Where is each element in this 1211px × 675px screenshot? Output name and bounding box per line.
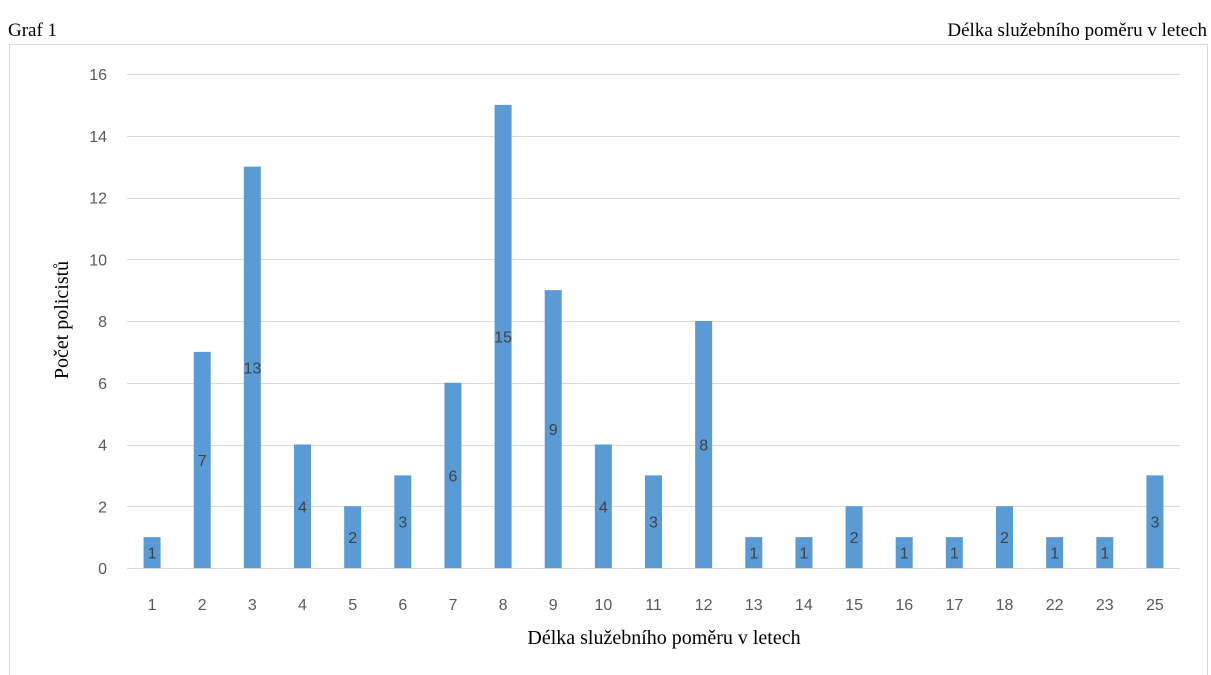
data-label-10: 4	[599, 499, 608, 516]
y-axis-title: Počet policistů	[51, 261, 73, 379]
x-tick-label: 3	[248, 597, 257, 614]
bar-16	[895, 537, 913, 568]
bar-3	[243, 166, 261, 568]
data-label-2: 7	[198, 453, 207, 470]
figure-caption-left: Graf 1	[8, 20, 58, 41]
y-tick-labels: 0 2 4 6 8 10 12 14 16	[89, 67, 107, 578]
x-tick-label: 14	[795, 597, 813, 614]
bar-9	[544, 290, 562, 568]
bar-13	[745, 537, 763, 568]
bar-14	[795, 537, 813, 568]
data-label-5: 2	[348, 530, 357, 547]
y-tick-label: 14	[89, 129, 107, 146]
data-label-18: 2	[1000, 530, 1009, 547]
data-label-16: 1	[900, 546, 909, 563]
x-tick-label: 6	[398, 597, 407, 614]
x-tick-label: 16	[895, 597, 913, 614]
y-tick-label: 16	[89, 67, 107, 84]
bar-18	[996, 506, 1013, 568]
x-tick-label: 22	[1046, 597, 1064, 614]
data-label-13: 1	[749, 546, 758, 563]
data-label-9: 9	[549, 422, 558, 439]
data-label-22: 1	[1050, 546, 1059, 563]
x-tick-labels: 1 2 3 4 5 6 7 8 9 10 11 12 13 14 15 16 17 18 22 23 25	[148, 597, 1164, 614]
x-tick-label: 10	[594, 597, 612, 614]
figure-caption-right: Délka služebního poměru v letech	[947, 20, 1207, 41]
y-tick-label: 6	[98, 376, 107, 393]
data-label-12: 8	[699, 438, 708, 455]
bar-12	[695, 321, 713, 568]
x-tick-label: 8	[499, 597, 508, 614]
data-label-8: 15	[494, 329, 512, 346]
bar-8	[494, 104, 512, 568]
data-label-3: 13	[243, 360, 261, 377]
y-tick-label: 10	[89, 252, 107, 269]
bar-17	[945, 537, 963, 568]
data-label-4: 4	[298, 499, 307, 516]
data-label-25: 3	[1150, 515, 1159, 532]
x-tick-label: 2	[198, 597, 207, 614]
x-tick-label: 18	[996, 597, 1014, 614]
x-tick-label: 12	[695, 597, 713, 614]
bar-10	[594, 444, 612, 568]
y-tick-label: 12	[89, 191, 107, 208]
data-label-11: 3	[649, 515, 658, 532]
x-tick-label: 7	[448, 597, 457, 614]
x-tick-label: 4	[298, 597, 307, 614]
x-axis-title: Délka služebního poměru v letech	[527, 627, 800, 649]
x-tick-label: 15	[845, 597, 863, 614]
x-tick-label: 11	[645, 597, 662, 614]
x-tick-label: 17	[945, 597, 963, 614]
y-tick-label: 2	[98, 499, 107, 516]
bar-23	[1096, 537, 1114, 568]
bar-1	[143, 537, 161, 568]
x-tick-label: 13	[745, 597, 763, 614]
x-tick-label: 9	[549, 597, 558, 614]
bar-6	[394, 475, 412, 568]
bar-2	[193, 351, 211, 568]
bar-4	[294, 444, 311, 568]
data-label-17: 1	[950, 546, 959, 563]
data-label-23: 1	[1100, 546, 1109, 563]
bar-25	[1146, 475, 1164, 568]
data-label-15: 2	[850, 530, 859, 547]
bar-15	[845, 506, 863, 568]
x-tick-label: 25	[1146, 597, 1164, 614]
bars-layer	[143, 104, 1164, 568]
bar-22	[1046, 537, 1064, 568]
bar-5	[344, 506, 362, 568]
chart-frame	[9, 44, 1208, 675]
x-tick-label: 5	[348, 597, 357, 614]
data-label-7: 6	[448, 468, 457, 485]
y-tick-label: 4	[98, 438, 107, 455]
x-tick-label: 23	[1096, 597, 1114, 614]
x-tick-label: 1	[148, 597, 157, 614]
data-label-1: 1	[148, 546, 157, 563]
bar-7	[444, 382, 462, 568]
bar-11	[645, 475, 662, 568]
y-tick-label: 0	[98, 561, 107, 578]
data-label-6: 3	[398, 515, 407, 532]
data-label-14: 1	[799, 546, 808, 563]
y-tick-label: 8	[98, 314, 107, 331]
